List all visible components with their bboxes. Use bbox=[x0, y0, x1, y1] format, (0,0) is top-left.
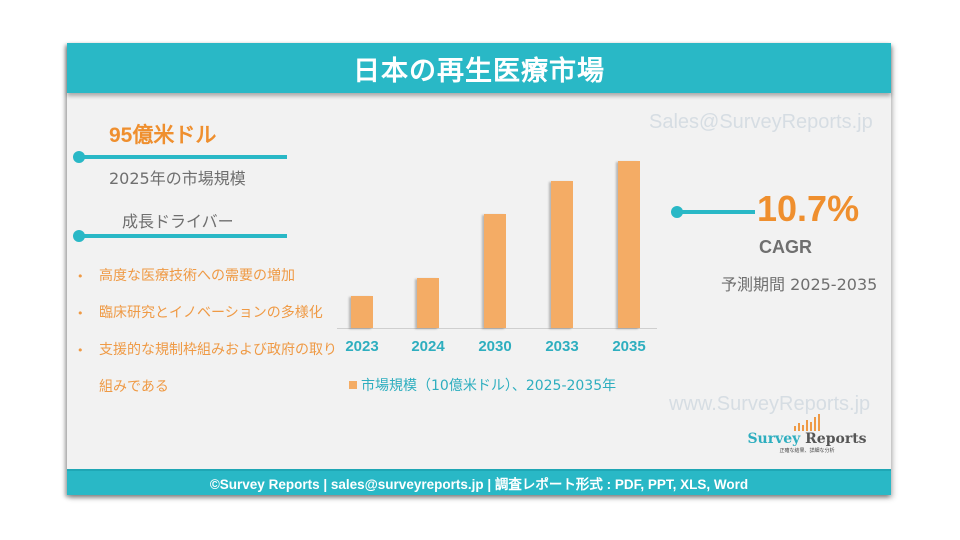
bar-2023 bbox=[351, 296, 373, 328]
divider-dot-icon bbox=[671, 206, 683, 218]
x-axis-label: 2023 bbox=[345, 338, 379, 355]
driver-item: • 高度な医療技術への需要の増加 bbox=[77, 258, 347, 295]
bullet-icon: • bbox=[77, 270, 84, 283]
x-axis-label: 2035 bbox=[612, 338, 646, 355]
survey-reports-logo: Survey Reports 正確な結果、詳細な分析 bbox=[747, 413, 867, 463]
bar-2035 bbox=[618, 161, 640, 328]
growth-drivers-list: • 高度な医療技術への需要の増加 • 臨床研究とイノベーションの多様化 • 支援… bbox=[77, 258, 347, 406]
market-size-bar-chart: 2023 2024 2030 2033 2035 bbox=[337, 143, 657, 388]
driver-item: • 臨床研究とイノベーションの多様化 bbox=[77, 295, 347, 332]
website-watermark: www.SurveyReports.jp bbox=[669, 393, 871, 415]
market-size-value: 95億米ドル bbox=[109, 124, 217, 147]
header-banner: 日本の再生医療市場 bbox=[67, 43, 891, 93]
email-watermark: Sales@SurveyReports.jp bbox=[649, 111, 873, 133]
growth-drivers-title: 成長ドライバー bbox=[122, 212, 234, 231]
cagr-label: CAGR bbox=[759, 237, 812, 257]
market-size-divider bbox=[73, 151, 287, 163]
bullet-icon: • bbox=[77, 344, 84, 357]
bar-2030 bbox=[484, 214, 506, 328]
chart-legend: 市場規模（10億米ドル）、2025-2035年 bbox=[349, 375, 616, 395]
legend-swatch-icon bbox=[349, 381, 357, 389]
infographic-card: 日本の再生医療市場 Sales@SurveyReports.jp www.Sur… bbox=[67, 43, 891, 495]
x-axis-label: 2033 bbox=[545, 338, 579, 355]
legend-label: 市場規模（10億米ドル）、2025-2035年 bbox=[361, 378, 617, 394]
footer-banner: ©Survey Reports | sales@surveyreports.jp… bbox=[67, 469, 891, 495]
cagr-divider bbox=[671, 206, 755, 218]
driver-item: • 支援的な規制枠組みおよび政府の取り組みである bbox=[77, 332, 347, 406]
bullet-icon: • bbox=[77, 307, 84, 320]
x-axis-label: 2024 bbox=[411, 338, 445, 355]
bar-2033 bbox=[551, 181, 573, 328]
growth-drivers-divider bbox=[73, 230, 287, 242]
chart-baseline bbox=[337, 328, 657, 329]
footer-text: ©Survey Reports | sales@surveyreports.jp… bbox=[209, 477, 749, 492]
x-axis-label: 2030 bbox=[478, 338, 512, 355]
page-title: 日本の再生医療市場 bbox=[353, 55, 605, 87]
market-size-label: 2025年の市場規模 bbox=[109, 169, 246, 188]
logo-bars-icon bbox=[747, 413, 867, 431]
divider-dot-icon bbox=[73, 151, 85, 163]
cagr-value: 10.7% bbox=[757, 188, 860, 229]
bar-2024 bbox=[417, 278, 439, 328]
forecast-period: 予測期間 2025-2035 bbox=[721, 275, 878, 294]
divider-dot-icon bbox=[73, 230, 85, 242]
